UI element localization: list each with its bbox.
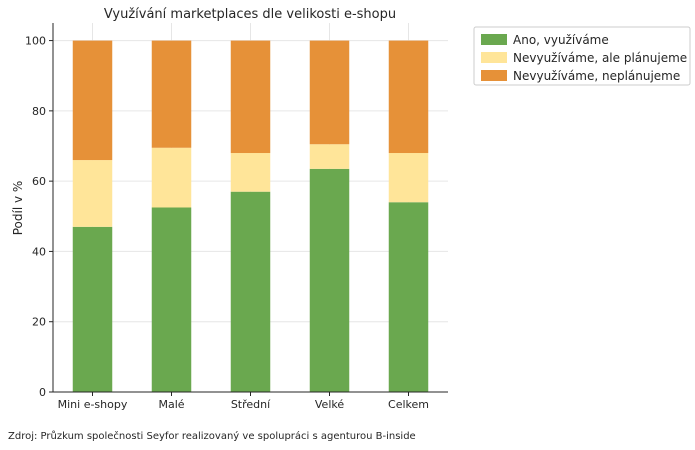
bar-segment — [230, 191, 271, 392]
legend: Ano, využíváme Nevyužíváme, ale plánujeme… — [473, 26, 691, 86]
x-tick-label: Malé — [158, 398, 184, 411]
x-tick-label: Mini e-shopy — [58, 398, 128, 411]
stacked-bar-chart: Využívání marketplaces dle velikosti e-s… — [11, 7, 691, 411]
legend-entry: Nevyužíváme, neplánujeme — [513, 69, 680, 83]
bar-segment — [388, 153, 429, 203]
legend-swatch — [481, 52, 507, 63]
x-tick-label: Celkem — [388, 398, 429, 411]
bar-segment — [72, 40, 113, 161]
bar-segment — [388, 202, 429, 392]
bar-segment — [72, 226, 113, 392]
bars — [72, 40, 429, 392]
y-tick-label: 40 — [32, 245, 46, 258]
y-tick-label: 20 — [32, 316, 46, 329]
bar-segment — [151, 147, 192, 208]
legend-frame — [473, 26, 691, 86]
legend-entry: Nevyužíváme, ale plánujeme — [513, 51, 687, 65]
bar-segment — [151, 207, 192, 392]
x-tick-label: Střední — [231, 398, 271, 411]
y-tick-label: 0 — [39, 386, 46, 399]
bar-segment — [309, 40, 350, 145]
bar-segment — [230, 153, 271, 192]
y-axis-label: Podíl v % — [11, 181, 25, 236]
bar-segment — [309, 144, 350, 169]
axes: 0 20 40 60 80 100 Mini e-shopy Malé Střední Velké… — [25, 23, 448, 411]
legend-swatch — [481, 34, 507, 45]
bar-segment — [151, 40, 192, 148]
legend-swatch — [481, 70, 507, 81]
source-note: Zdroj: Průzkum společnosti Seyfor realiz… — [8, 431, 416, 442]
bar-segment — [309, 168, 350, 392]
legend-entry: Ano, využíváme — [513, 33, 609, 47]
y-tick-label: 60 — [32, 175, 46, 188]
chart-title: Využívání marketplaces dle velikosti e-s… — [104, 7, 396, 22]
bar-segment — [72, 160, 113, 227]
y-tick-label: 100 — [25, 35, 46, 48]
bar-segment — [230, 40, 271, 154]
bar-segment — [388, 40, 429, 154]
x-tick-label: Velké — [315, 398, 344, 411]
y-tick-label: 80 — [32, 105, 46, 118]
